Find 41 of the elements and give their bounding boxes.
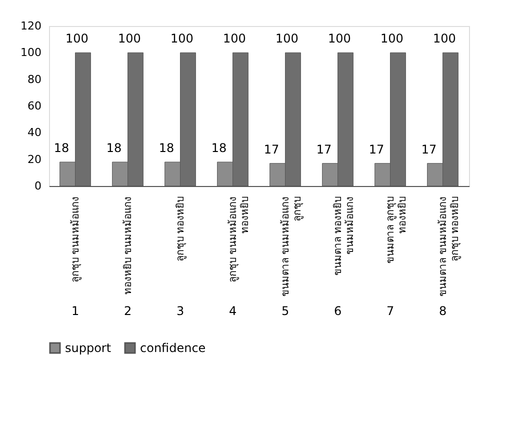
- x-tick-label: ทองหยิบ ขนมหม้อแกง: [122, 196, 134, 295]
- legend-label: confidence: [140, 341, 206, 355]
- data-label: 17: [368, 142, 384, 156]
- text: 7: [386, 304, 394, 318]
- y-tick-label: 40: [28, 126, 42, 140]
- y-tick-label: 80: [28, 72, 42, 86]
- x-tick-label: ขนมตาล ขนมหม้อแกง ลูกชุบ: [279, 196, 304, 297]
- text: 8: [438, 304, 447, 318]
- y-tick-label: 120: [20, 20, 42, 32]
- x-tick-label: ลูกชุบ ขนมหม้อแกง: [69, 196, 82, 283]
- data-label: 100: [433, 32, 456, 46]
- y-tick-label: 0: [34, 180, 42, 192]
- y-tick-label: 20: [28, 152, 42, 166]
- data-label: 100: [328, 32, 351, 46]
- data-label: 100: [276, 32, 298, 46]
- data-label: 100: [170, 32, 194, 46]
- x-tick-label: ลูกชุบ ทองหยิบ: [175, 196, 186, 262]
- data-label: 17: [264, 142, 280, 156]
- data-label: 100: [380, 32, 404, 46]
- y-tick-label: 100: [20, 46, 42, 60]
- text: 1: [71, 304, 80, 318]
- x-tick-label: ขนมตาล ลูกชุบ ทองหยิบ: [385, 196, 408, 264]
- data-label: 17: [421, 142, 437, 156]
- text: 6: [334, 304, 342, 318]
- x-tick-label: ขนมตาล ขนมหม้อแกง ลูกชุบ ทองหยิบ: [436, 196, 461, 297]
- data-label: 18: [158, 141, 174, 155]
- text: 4: [228, 304, 237, 318]
- x-tick-label: ขนมตาล ทองหยิบ ขนมหม้อแกง: [332, 196, 356, 276]
- legend-label: support: [65, 341, 112, 355]
- text: 2: [124, 304, 132, 318]
- data-label: 17: [316, 142, 332, 156]
- data-label: 18: [211, 141, 227, 155]
- data-label: 18: [106, 141, 122, 155]
- x-tick-label: ลูกชุบ ขนมหม้อแกง ทองหยิบ: [226, 196, 251, 283]
- text: 5: [281, 304, 290, 318]
- text: 3: [176, 304, 184, 318]
- data-label: 100: [118, 32, 141, 46]
- data-label: 100: [223, 32, 246, 46]
- y-tick-label: 60: [28, 100, 42, 112]
- data-label: 100: [66, 32, 88, 46]
- data-label: 18: [54, 141, 70, 155]
